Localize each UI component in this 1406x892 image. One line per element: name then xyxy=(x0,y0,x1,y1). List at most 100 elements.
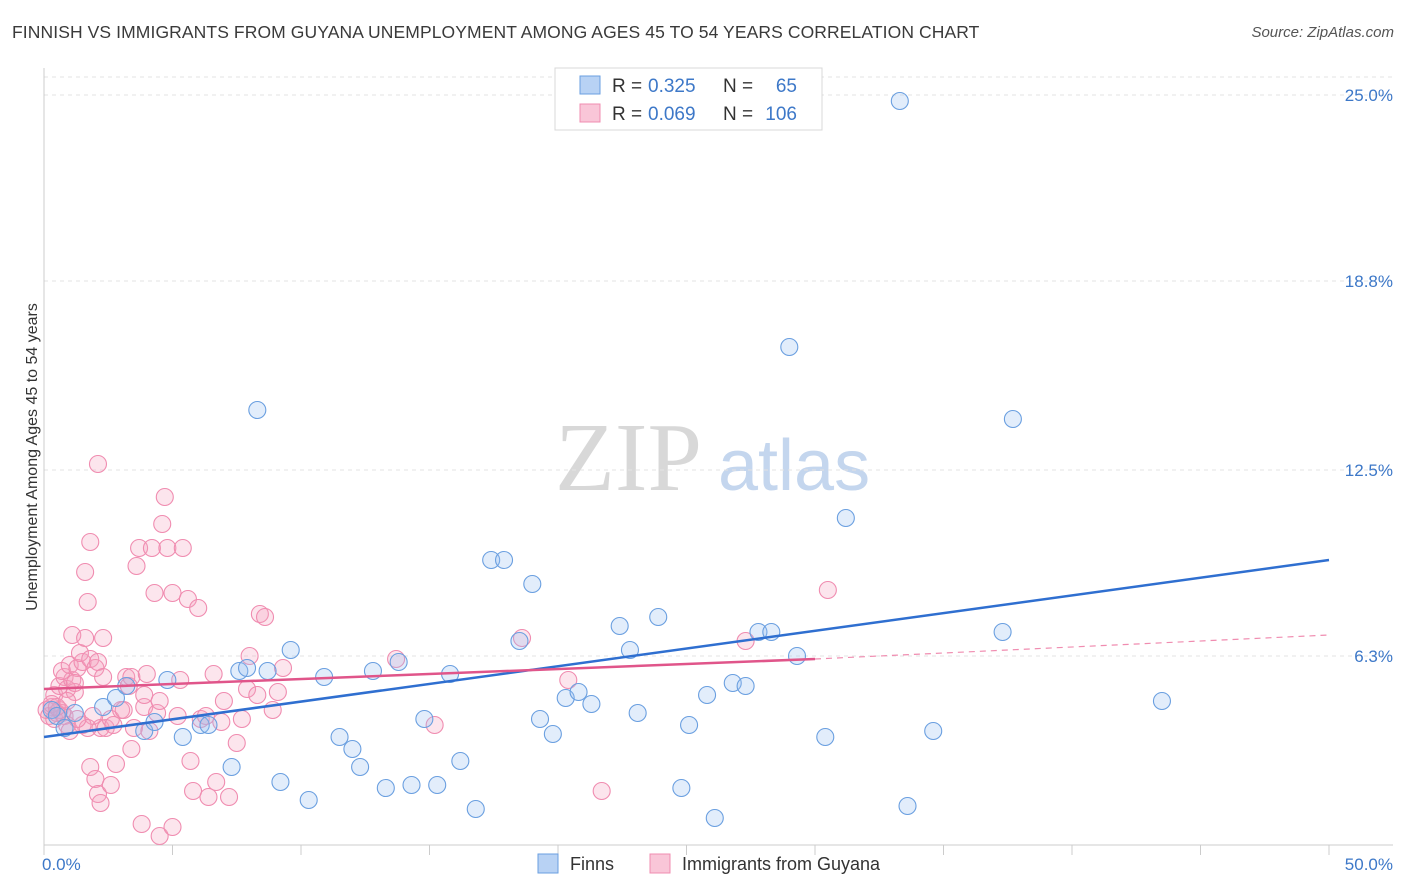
guyana-trend-line xyxy=(43,657,816,691)
guyana-point xyxy=(818,580,837,600)
finns-point xyxy=(780,337,799,357)
guyana-point xyxy=(219,787,239,807)
guyana-point xyxy=(255,607,275,627)
finns-point xyxy=(376,778,395,798)
finns-point xyxy=(816,727,835,747)
guyana-point xyxy=(163,817,182,837)
guyana-point xyxy=(248,685,267,705)
source-label: Source: ZipAtlas.com xyxy=(1251,24,1394,41)
guyana-point xyxy=(199,787,218,807)
bottom-legend-swatch-finns xyxy=(537,853,559,874)
guyana-point xyxy=(250,604,269,624)
finns-point xyxy=(65,703,84,723)
legend-swatch-finns xyxy=(579,75,601,95)
legend-box: R = 0.325 N = 65 R = 0.069 N = 106 xyxy=(554,67,823,131)
guyana-point xyxy=(184,781,203,801)
bottom-legend-swatch-guyana xyxy=(649,853,671,874)
finns-point xyxy=(924,721,943,741)
y-tick-label-1: 12.5% xyxy=(1345,461,1393,480)
gridlines xyxy=(44,76,1393,657)
finns-trend-line xyxy=(43,558,1330,739)
finns-point xyxy=(1152,691,1171,711)
guyana-point xyxy=(94,667,113,687)
guyana-point xyxy=(214,691,233,711)
finns-point xyxy=(258,661,277,681)
guyana-point xyxy=(130,538,149,558)
finns-point xyxy=(705,808,724,828)
guyana-point xyxy=(106,754,126,774)
axes xyxy=(43,68,1393,855)
finns-point xyxy=(271,772,290,792)
legend-r-value-finns: 0.325 xyxy=(648,76,696,97)
guyana-point xyxy=(101,775,120,795)
finns-point xyxy=(281,640,300,660)
finns-point xyxy=(237,658,257,678)
guyana-trend-extension xyxy=(814,634,1330,660)
finns-point xyxy=(248,400,267,420)
legend-r-label-guyana: R = xyxy=(612,104,642,125)
y-tick-label-3: 25.0% xyxy=(1345,86,1393,105)
bottom-legend-guyana: Immigrants from Guyana xyxy=(682,854,881,874)
finns-point xyxy=(1003,409,1022,429)
finns-point xyxy=(698,685,717,705)
trend-lines xyxy=(43,558,1330,739)
legend-n-value-guyana: 106 xyxy=(765,104,797,125)
guyana-point xyxy=(204,664,223,684)
finns-point xyxy=(523,574,542,594)
guyana-point xyxy=(122,739,141,759)
guyana-point xyxy=(150,826,169,846)
finns-point xyxy=(890,91,909,111)
watermark-atlas: atlas xyxy=(718,426,870,506)
finns-point xyxy=(494,550,514,570)
guyana-point xyxy=(168,706,187,726)
legend-n-label-guyana: N = xyxy=(723,104,753,125)
finns-point xyxy=(482,550,501,570)
finns-point xyxy=(736,676,755,696)
finns-point xyxy=(415,709,434,729)
guyana-point xyxy=(512,628,532,648)
guyana-point xyxy=(42,694,61,714)
finns-point xyxy=(680,715,699,735)
guyana-point xyxy=(268,682,287,702)
guyana-point xyxy=(86,769,105,789)
guyana-point xyxy=(127,556,146,576)
guyana-point xyxy=(88,454,108,474)
x-tick-label-min: 0.0% xyxy=(42,855,81,874)
y-tick-labels: 6.3% 12.5% 18.8% 25.0% xyxy=(1345,86,1393,666)
finns-point xyxy=(42,700,61,720)
guyana-point xyxy=(78,592,97,612)
guyana-point xyxy=(273,658,293,678)
finns-point xyxy=(649,607,668,627)
legend-swatch-guyana xyxy=(579,103,601,123)
watermark-zip: ZIP xyxy=(555,404,702,512)
finns-point xyxy=(569,682,588,702)
guyana-point xyxy=(52,703,72,723)
guyana-point xyxy=(559,670,578,690)
guyana-point xyxy=(240,646,259,666)
finns-point xyxy=(299,790,318,810)
legend-n-label-finns: N = xyxy=(723,76,753,97)
y-axis-label: Unemployment Among Ages 45 to 54 years xyxy=(24,303,41,611)
finns-point xyxy=(330,727,349,747)
finns-point xyxy=(993,622,1012,642)
guyana-point xyxy=(76,628,95,648)
guyana-point xyxy=(181,751,200,771)
finns-point xyxy=(898,796,917,816)
guyana-point xyxy=(145,583,164,603)
finns-point xyxy=(787,646,807,666)
guyana-point xyxy=(207,772,226,792)
finns-point xyxy=(351,757,370,777)
legend-n-value-finns: 65 xyxy=(776,76,797,97)
guyana-point xyxy=(81,757,100,777)
x-tick-label-max: 50.0% xyxy=(1345,855,1393,874)
finns-point xyxy=(173,727,192,747)
guyana-point xyxy=(173,538,192,558)
finns-point xyxy=(530,709,550,729)
finns-point xyxy=(836,508,855,528)
finns-point xyxy=(199,715,218,735)
y-tick-label-0: 6.3% xyxy=(1354,647,1393,666)
finns-point xyxy=(106,688,126,708)
guyana-point xyxy=(158,538,177,558)
finns-point xyxy=(466,799,485,819)
guyana-point xyxy=(387,649,406,669)
